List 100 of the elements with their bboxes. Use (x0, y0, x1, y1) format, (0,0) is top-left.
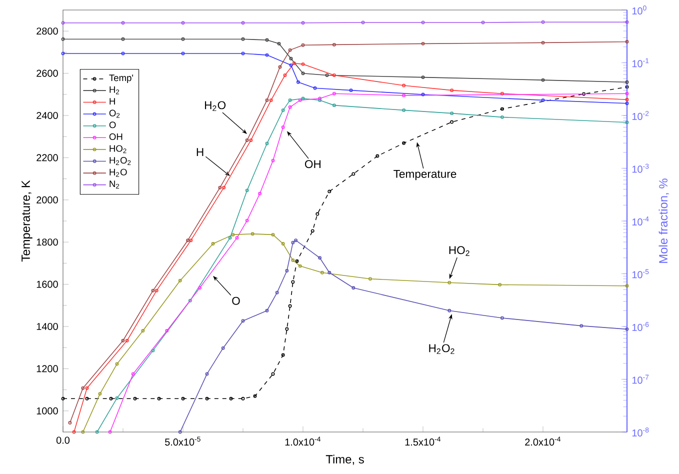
y-tick-label: 2800 (36, 28, 58, 35)
y-tick-label: 2200 (36, 154, 58, 162)
point (241, 396, 245, 400)
annotation: H (196, 148, 204, 156)
y2-tick-label: 10$^{-3}$ (632, 164, 649, 173)
point (332, 92, 336, 96)
point (165, 329, 169, 332)
y2-tick-label: 10$^{-8}$ (632, 428, 649, 436)
y2-tick-label: 10$^{-6}$ (632, 322, 649, 331)
point (301, 72, 305, 76)
legend-label: N$_{2}$ (110, 180, 120, 188)
point (298, 264, 302, 268)
y-axis-title: Temperature, K (22, 180, 32, 262)
legend-label: H$_{2}$O$_{2}$ (110, 157, 131, 165)
point (131, 372, 135, 376)
point (141, 329, 145, 332)
point (376, 154, 380, 158)
point (291, 280, 295, 284)
y-tick-label: 2000 (36, 196, 58, 204)
legend-label: HO$_{2}$ (110, 145, 126, 154)
point (332, 104, 336, 108)
point (325, 74, 329, 77)
point (241, 21, 245, 25)
y2-axis-title: Mole fraction, % (658, 178, 669, 263)
legend-label: O$_{2}$ (109, 110, 120, 118)
point (249, 138, 253, 142)
point (289, 63, 293, 67)
point (198, 286, 202, 290)
y2-tick-label: 10$^{-2}$ (632, 111, 649, 120)
point (500, 107, 504, 111)
y-tick-label: 2600 (36, 70, 58, 77)
point (500, 115, 504, 119)
annotation: OH (304, 160, 320, 168)
point (109, 396, 113, 400)
point (301, 21, 305, 25)
point (269, 98, 273, 102)
point (318, 256, 322, 260)
point (241, 319, 245, 323)
point (288, 105, 292, 109)
y-tick-label: 2400 (36, 112, 58, 120)
point (98, 392, 102, 396)
point (221, 346, 225, 350)
point (283, 74, 287, 77)
y2-tick-label: 10$^{-1}$ (632, 58, 649, 68)
legend-label: H$_{2}$ (110, 86, 120, 94)
point (310, 229, 314, 233)
point (402, 84, 406, 88)
point (498, 282, 502, 286)
point (125, 338, 129, 342)
y2-tick-label: 10$^{-5}$ (632, 269, 649, 278)
point (500, 92, 504, 96)
point (265, 98, 269, 102)
point (271, 232, 275, 236)
point (291, 258, 295, 262)
legend-label: Temp' (109, 74, 134, 83)
point (231, 232, 235, 236)
point (316, 212, 320, 216)
point (222, 186, 226, 190)
point (368, 277, 372, 281)
y2-tick-label: 10$^{-7}$ (632, 374, 649, 384)
x-axis-title: Time, s (326, 454, 364, 465)
annotation: H$_{2}$O (205, 101, 226, 111)
point (186, 238, 190, 242)
point (328, 270, 332, 274)
point (277, 42, 281, 46)
point (188, 298, 192, 302)
point (301, 62, 305, 66)
point (275, 290, 279, 294)
point (332, 42, 336, 46)
legend-label: O (109, 122, 116, 128)
point (450, 120, 454, 124)
point (298, 98, 302, 102)
point (121, 21, 125, 25)
point (258, 192, 262, 196)
point (181, 396, 185, 400)
point (228, 236, 232, 240)
point (541, 40, 545, 44)
y-tick-label: 1200 (36, 365, 58, 372)
point (115, 396, 119, 400)
annotation: H$_{2}$O$_{2}$ (429, 344, 454, 354)
point (349, 88, 353, 92)
point (450, 112, 454, 116)
point (448, 308, 452, 312)
point (157, 396, 161, 400)
point (151, 288, 155, 292)
point (291, 240, 295, 244)
point (245, 188, 249, 192)
point (181, 37, 185, 41)
y-tick-label: 1600 (36, 280, 58, 288)
point (121, 37, 125, 41)
point (320, 270, 324, 274)
point (133, 396, 137, 400)
x-tick-label: 5.0x10$^{-5}$ (165, 436, 200, 446)
legend-label: H (110, 98, 115, 104)
point (211, 242, 215, 246)
point (205, 396, 209, 400)
point (402, 108, 406, 112)
point (421, 42, 425, 46)
point (402, 141, 406, 145)
point (189, 238, 193, 242)
